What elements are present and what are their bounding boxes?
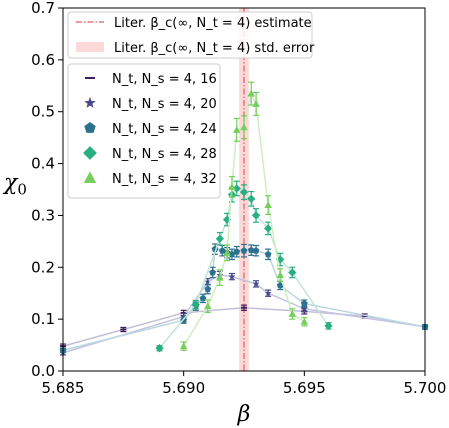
legend-entry-1: N_t, N_s = 4, 16 <box>85 72 217 87</box>
y-tick-label: 0.4 <box>31 155 55 173</box>
series-5 <box>179 81 309 351</box>
data-point <box>252 280 260 287</box>
data-point <box>251 211 261 220</box>
data-point <box>324 321 333 331</box>
data-point <box>240 123 248 131</box>
data-point <box>209 268 217 276</box>
legend-reference-box <box>67 11 313 59</box>
series-layer <box>59 81 429 356</box>
data-point <box>215 234 225 243</box>
legend-marker <box>83 171 97 183</box>
y-axis-label-sub: 0 <box>17 181 27 199</box>
data-point <box>180 312 188 320</box>
legend-entry-2: N_t, N_s = 4, 20 <box>84 97 217 112</box>
data-point <box>252 99 260 107</box>
data-point <box>300 299 308 307</box>
legend-marker <box>83 146 97 160</box>
legend-series: N_t, N_s = 4, 16 N_t, N_s = 4, 20 N_t, N_s… <box>67 63 221 199</box>
data-point <box>247 89 256 97</box>
legend-marker <box>84 97 96 108</box>
y-tick-label: 0.3 <box>31 206 55 224</box>
data-point <box>228 182 236 190</box>
data-point <box>199 294 207 302</box>
legend-label: N_t, N_s = 4, 24 <box>112 122 217 137</box>
y-tick-label: 0.1 <box>31 310 55 328</box>
x-tick-label: 5.695 <box>283 379 326 397</box>
legend-estimate-label: Liter. β_c(∞, N_t = 4) estimate <box>114 16 312 31</box>
data-point <box>264 250 272 258</box>
data-point <box>240 247 248 254</box>
data-point <box>300 305 308 312</box>
legend-reference: Liter. β_c(∞, N_t = 4) estimate Liter. β… <box>67 11 315 59</box>
data-point <box>232 125 241 133</box>
x-tick-label: 5.690 <box>162 379 205 397</box>
data-point <box>223 248 231 256</box>
data-point <box>228 273 236 280</box>
data-point <box>263 224 273 233</box>
y-axis-label-main: χ <box>2 171 19 196</box>
legend-label: N_t, N_s = 4, 16 <box>112 72 217 87</box>
data-point <box>204 285 212 292</box>
legend-series-box <box>67 63 221 199</box>
y-tick-label: 0.2 <box>31 258 55 276</box>
data-point <box>288 309 297 317</box>
data-point <box>155 344 164 353</box>
data-point <box>252 247 260 254</box>
legend-entry-3: N_t, N_s = 4, 24 <box>84 122 217 137</box>
x-tick-label: 5.700 <box>404 379 447 397</box>
y-tick-label: 0.7 <box>31 0 55 17</box>
legend-label: N_t, N_s = 4, 20 <box>112 97 217 112</box>
data-point <box>300 317 309 325</box>
data-point <box>239 187 249 197</box>
y-axis-label: χ0 <box>2 171 27 199</box>
legend-marker <box>84 122 96 133</box>
data-point <box>179 342 188 350</box>
y-tick-label: 0.6 <box>31 51 55 69</box>
data-point <box>204 278 212 285</box>
data-point <box>191 300 200 309</box>
axis-layer: 5.685 5.690 5.695 5.700 0.0 0.1 0.2 0.3 0.4 0.5 0.… <box>31 0 446 397</box>
data-point <box>232 184 241 193</box>
y-tick-label: 0.0 <box>31 362 55 380</box>
data-point <box>264 201 272 209</box>
data-point <box>247 246 255 254</box>
plot-frame <box>62 7 426 372</box>
data-point <box>276 271 284 279</box>
legend-label: N_t, N_s = 4, 32 <box>112 172 217 187</box>
legend-std-label: Liter. β_c(∞, N_t = 4) std. error <box>114 41 315 56</box>
y-tick-label: 0.5 <box>31 103 55 121</box>
data-point <box>204 302 212 310</box>
legend-std-swatch <box>76 42 104 52</box>
legend-label: N_t, N_s = 4, 28 <box>112 147 217 162</box>
data-point <box>233 248 241 255</box>
legend-entry-5: N_t, N_s = 4, 32 <box>83 171 217 187</box>
x-tick-label: 5.685 <box>42 379 85 397</box>
data-point <box>276 281 284 289</box>
x-axis-label: β <box>237 402 251 427</box>
data-point <box>216 273 224 281</box>
data-point <box>264 289 272 297</box>
data-point <box>247 194 256 203</box>
legend-entry-4: N_t, N_s = 4, 28 <box>83 146 217 162</box>
data-point <box>288 268 297 277</box>
